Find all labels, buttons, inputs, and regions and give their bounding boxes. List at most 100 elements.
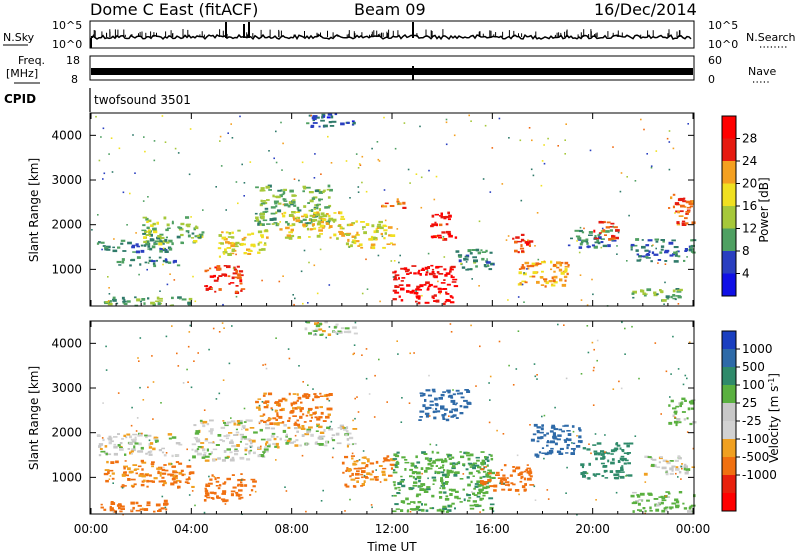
- data-cell: [308, 332, 312, 335]
- data-cell: [307, 384, 309, 386]
- data-cell: [292, 201, 296, 204]
- data-cell: [681, 463, 684, 465]
- data-cell: [409, 475, 413, 478]
- data-cell: [279, 437, 282, 441]
- data-cell: [230, 282, 235, 284]
- data-cell: [301, 215, 305, 218]
- data-cell: [313, 330, 318, 332]
- data-cell: [140, 459, 144, 463]
- data-cell: [414, 466, 419, 469]
- data-cell: [247, 438, 251, 441]
- data-cell: [309, 408, 312, 411]
- data-cell: [239, 279, 243, 283]
- power-colorbar-segment: [722, 228, 736, 251]
- data-cell: [533, 423, 538, 427]
- data-cell: [476, 459, 480, 462]
- data-cell: [437, 287, 442, 290]
- data-cell: [263, 392, 267, 395]
- data-cell: [445, 223, 449, 226]
- data-cell: [310, 416, 313, 419]
- data-cell: [454, 495, 459, 499]
- data-cell: [458, 255, 462, 258]
- data-cell: [437, 280, 439, 283]
- data-cell: [168, 462, 172, 466]
- data-cell: [320, 212, 325, 216]
- data-cell: [241, 238, 244, 241]
- data-cell: [528, 127, 531, 129]
- data-cell: [666, 461, 671, 465]
- data-cell: [143, 244, 147, 247]
- data-cell: [543, 414, 546, 417]
- data-cell: [156, 467, 161, 470]
- data-cell: [288, 417, 291, 420]
- data-cell: [559, 263, 563, 267]
- x-tick-label: 00:00: [676, 522, 711, 536]
- data-cell: [352, 428, 358, 430]
- data-cell: [116, 260, 122, 264]
- data-cell: [262, 413, 266, 416]
- data-cell: [596, 359, 598, 362]
- data-cell: [677, 303, 680, 305]
- data-cell: [265, 185, 270, 189]
- data-cell: [457, 461, 461, 464]
- data-cell: [507, 299, 509, 301]
- data-cell: [450, 274, 453, 278]
- data-cell: [438, 397, 443, 400]
- data-cell: [564, 265, 570, 268]
- data-cell: [294, 427, 298, 430]
- power-colorbar-segment: [722, 116, 736, 139]
- data-cell: [340, 215, 345, 218]
- data-cell: [152, 418, 154, 420]
- data-cell: [414, 477, 418, 481]
- data-cell: [283, 203, 289, 207]
- data-cell: [181, 298, 187, 301]
- data-cell: [443, 413, 447, 416]
- data-cell: [135, 250, 140, 254]
- data-cell: [441, 460, 445, 464]
- data-cell: [586, 325, 589, 327]
- data-cell: [669, 460, 674, 462]
- data-cell: [467, 499, 471, 502]
- data-cell: [467, 249, 472, 253]
- data-cell: [403, 267, 408, 271]
- data-cell: [112, 298, 117, 302]
- data-cell: [243, 426, 246, 430]
- data-cell: [245, 428, 249, 431]
- data-cell: [326, 426, 331, 429]
- data-cell: [440, 477, 443, 480]
- data-cell: [136, 245, 140, 248]
- data-cell: [499, 480, 504, 484]
- data-cell: [393, 469, 396, 472]
- data-cell: [449, 268, 454, 271]
- data-cell: [479, 476, 483, 480]
- data-cell: [449, 462, 453, 465]
- data-cell: [191, 443, 197, 446]
- data-cell: [162, 243, 165, 245]
- data-cell: [529, 424, 531, 426]
- data-cell: [275, 418, 278, 421]
- data-cell: [375, 469, 377, 471]
- data-cell: [300, 270, 303, 273]
- data-cell: [287, 348, 290, 350]
- data-cell: [349, 475, 352, 478]
- station-title: Dome C East (fitACF): [90, 0, 258, 19]
- data-cell: [351, 222, 355, 225]
- data-cell: [125, 436, 128, 439]
- data-cell: [275, 130, 277, 133]
- data-cell: [376, 141, 379, 143]
- data-cell: [679, 210, 684, 213]
- data-cell: [331, 434, 336, 437]
- data-cell: [286, 234, 291, 238]
- data-cell: [148, 474, 152, 477]
- data-cell: [243, 195, 245, 197]
- data-cell: [689, 505, 693, 508]
- data-cell: [171, 436, 177, 439]
- data-cell: [197, 236, 202, 239]
- data-cell: [227, 253, 232, 256]
- data-cell: [561, 283, 567, 287]
- data-cell: [668, 207, 671, 209]
- data-cell: [538, 451, 542, 454]
- data-cell: [472, 492, 476, 495]
- data-cell: [431, 507, 435, 510]
- data-cell: [182, 382, 185, 384]
